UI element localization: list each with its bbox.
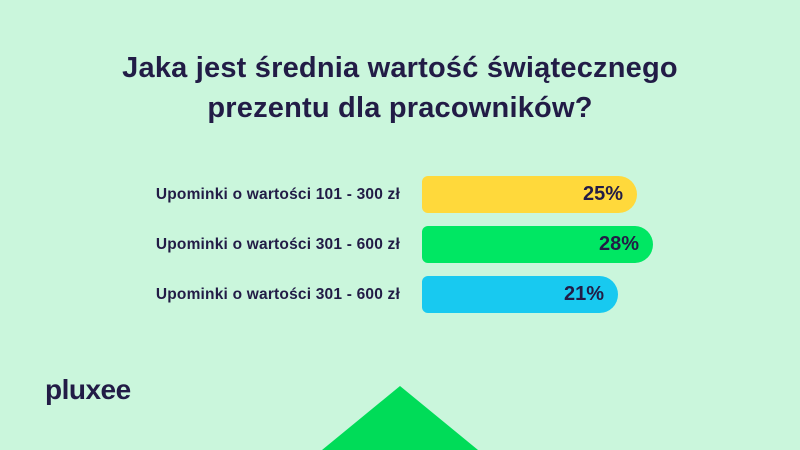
bar-green-301-600: 28% [422, 226, 653, 263]
bar-yellow-101-300: 25% [422, 176, 637, 213]
bar-label: Upominki o wartości 301 - 600 zł [155, 235, 400, 253]
pluxee-logo: pluxee [45, 374, 131, 405]
chart-row: Upominki o wartości 301 - 600 zł 21% [0, 276, 800, 313]
chart-row: Upominki o wartości 101 - 300 zł 25% [0, 176, 800, 213]
title-line-1: Jaka jest średnia wartość świątecznego [122, 52, 678, 84]
bar-value-label: 21% [563, 283, 604, 305]
bar-value-label: 25% [582, 183, 623, 205]
page-title: Jaka jest średnia wartość świątecznego p… [0, 48, 800, 128]
bar-chart: Upominki o wartości 101 - 300 zł 25% Upo… [0, 176, 800, 326]
bar-label: Upominki o wartości 101 - 300 zł [155, 185, 400, 203]
bar-value-label: 28% [598, 233, 639, 255]
bar-blue-301-600: 21% [422, 276, 618, 313]
chart-row: Upominki o wartości 301 - 600 zł 28% [0, 226, 800, 263]
title-line-2: prezentu dla pracowników? [207, 92, 593, 124]
bar-label: Upominki o wartości 301 - 600 zł [155, 285, 400, 303]
up-arrow-decoration [322, 386, 478, 450]
